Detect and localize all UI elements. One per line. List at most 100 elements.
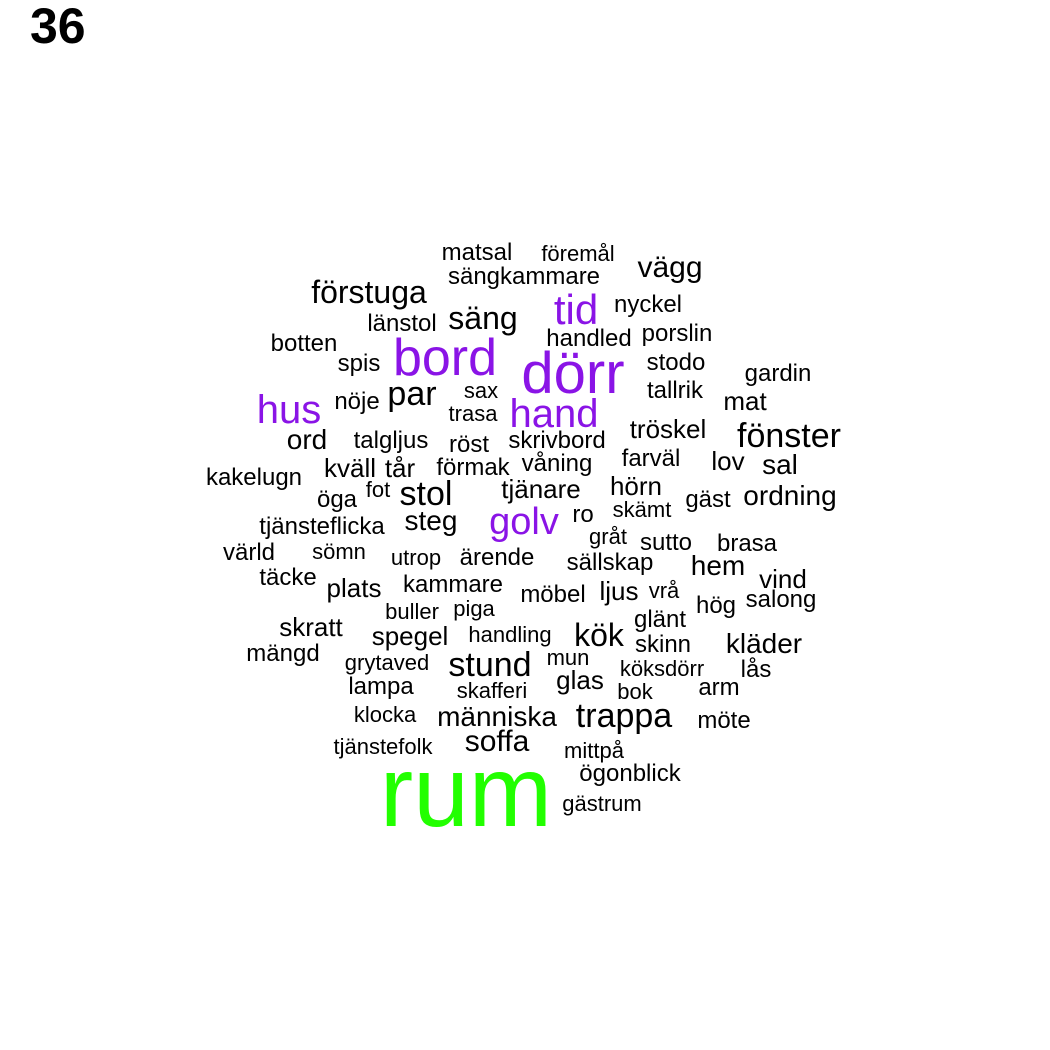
cloud-word: sal: [762, 449, 798, 480]
cloud-word: vägg: [637, 251, 703, 284]
cloud-word: kläder: [725, 628, 803, 659]
cloud-word: trappa: [575, 697, 673, 735]
cloud-word: vind: [759, 564, 807, 594]
cloud-word: sax: [463, 378, 499, 403]
cloud-word: trasa: [448, 401, 498, 426]
cloud-word: mittpå: [564, 738, 624, 763]
cloud-word: skinn: [634, 631, 692, 658]
cloud-word: nyckel: [613, 291, 683, 318]
cloud-word: tröskel: [629, 414, 707, 444]
cloud-word: fönster: [737, 417, 841, 455]
cloud-word: tjänare: [501, 474, 581, 504]
cloud-word: talgljus: [353, 427, 429, 454]
cloud-word: tår: [384, 453, 416, 483]
cloud-word: ögonblick: [579, 760, 681, 787]
cloud-word: gråt: [589, 524, 627, 549]
cloud-word: ljus: [599, 576, 639, 606]
cloud-word: farväl: [621, 445, 681, 472]
cloud-word: våning: [521, 450, 593, 477]
cloud-word: klocka: [353, 702, 417, 727]
cloud-word: spis: [337, 350, 381, 377]
cloud-word: förmak: [436, 454, 510, 481]
cloud-word: handling: [468, 622, 552, 647]
cloud-word: mun: [546, 645, 590, 670]
cloud-word: tid: [553, 286, 599, 333]
cloud-word: salong: [745, 586, 817, 613]
cloud-word: hem: [690, 550, 746, 581]
cloud-word: hög: [695, 592, 737, 619]
cloud-word: utrop: [390, 545, 442, 570]
cloud-word: kammare: [402, 571, 504, 598]
cloud-word: skämt: [612, 497, 672, 522]
cloud-word: kväll: [323, 453, 377, 483]
cloud-word: stund: [448, 646, 532, 684]
cloud-word: dörr: [521, 341, 625, 406]
cloud-word: stodo: [646, 349, 706, 376]
cloud-word: lov: [711, 446, 745, 476]
cloud-word: kakelugn: [205, 464, 303, 491]
cloud-word: förstuga: [311, 274, 427, 310]
cloud-word: golv: [489, 501, 559, 543]
cloud-word: gardin: [744, 360, 812, 387]
cloud-word: ord: [286, 424, 328, 455]
cloud-word: länstol: [367, 310, 437, 337]
cloud-word: grytaved: [344, 650, 430, 675]
cloud-word: säng: [448, 300, 518, 336]
cloud-word: par: [387, 375, 437, 413]
cloud-word: föremål: [541, 241, 615, 266]
cloud-word: köksdörr: [619, 656, 705, 681]
cloud-word: sängkammare: [447, 263, 601, 290]
cloud-word: gäst: [685, 486, 731, 513]
cloud-word: vrå: [648, 578, 680, 603]
cloud-word: lampa: [348, 673, 414, 700]
cloud-word: arm: [698, 674, 740, 701]
cloud-word: sällskap: [566, 549, 654, 576]
cloud-word: skratt: [279, 612, 343, 642]
cloud-word: värld: [222, 539, 276, 566]
cloud-word: brasa: [716, 530, 778, 557]
cloud-word: möbel: [520, 581, 586, 608]
cloud-word: ro: [572, 501, 594, 528]
cloud-word: skrivbord: [508, 427, 606, 454]
cloud-word: matsal: [441, 239, 513, 266]
cloud-word: botten: [270, 330, 338, 357]
cloud-word: fot: [365, 477, 391, 502]
cloud-word: bok: [617, 679, 653, 704]
cloud-word: bord: [392, 329, 498, 387]
cloud-word: öga: [316, 486, 358, 513]
cloud-word: tjänstefolk: [333, 734, 433, 759]
cloud-word: hand: [509, 392, 599, 436]
cloud-word: handled: [546, 325, 632, 352]
cloud-word: gästrum: [562, 791, 642, 816]
cloud-word: lås: [740, 656, 772, 683]
cloud-word: röst: [448, 431, 490, 458]
cloud-word: mat: [723, 386, 767, 416]
cloud-word: människa: [437, 701, 557, 732]
cloud-word: ordning: [743, 480, 837, 511]
cloud-word: sutto: [639, 529, 693, 556]
cloud-word: plats: [326, 573, 382, 603]
cloud-word: tallrik: [646, 377, 704, 404]
cloud-word: hörn: [609, 471, 663, 501]
cloud-word: piga: [453, 596, 495, 621]
cloud-word: möte: [697, 707, 751, 734]
cloud-word: buller: [385, 599, 439, 624]
cloud-word: kök: [574, 617, 624, 653]
cloud-word: hus: [256, 388, 322, 432]
cloud-word: rum: [379, 736, 553, 848]
cloud-word: tjänsteflicka: [259, 513, 385, 540]
cloud-word: glas: [556, 665, 604, 695]
cloud-word: sömn: [312, 539, 366, 564]
cloud-word: soffa: [464, 725, 530, 758]
cloud-word: täcke: [259, 564, 317, 591]
cloud-word: mängd: [246, 640, 320, 667]
cloud-word: nöje: [334, 388, 380, 415]
cloud-word: stol: [399, 475, 453, 513]
cloud-word: skafferi: [456, 678, 528, 703]
cloud-word: spegel: [371, 621, 449, 651]
cloud-word: steg: [404, 505, 458, 536]
panel-number: 36: [30, 0, 86, 54]
cloud-word: glänt: [633, 606, 687, 633]
cloud-word: ärende: [459, 544, 535, 571]
